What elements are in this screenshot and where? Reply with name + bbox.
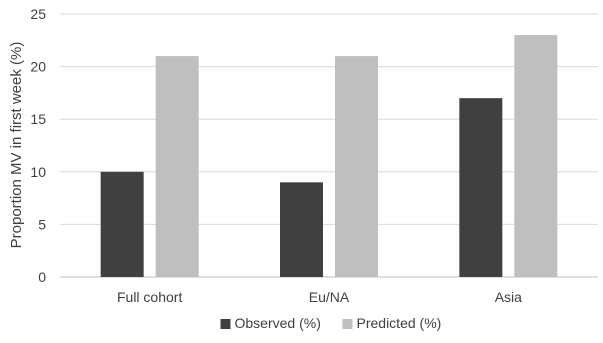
y-tick-label: 20 bbox=[30, 59, 46, 75]
y-axis-title: Proportion MV in first week (%) bbox=[8, 42, 25, 249]
legend-swatch-predicted bbox=[342, 319, 353, 329]
legend-label-observed: Observed (%) bbox=[235, 315, 321, 331]
bar-predicted bbox=[335, 56, 378, 277]
bar-predicted bbox=[155, 56, 199, 277]
bar-observed bbox=[100, 171, 144, 277]
legend-label-predicted: Predicted (%) bbox=[357, 315, 442, 331]
y-tick-label: 0 bbox=[38, 269, 46, 285]
y-tick-label: 25 bbox=[30, 6, 46, 22]
y-tick-labels: 0 5 10 15 20 25 bbox=[30, 6, 46, 285]
x-tick-label: Full cohort bbox=[117, 289, 182, 305]
bars bbox=[100, 35, 558, 277]
x-tick-label: Eu/NA bbox=[309, 289, 350, 305]
legend: Observed (%) Predicted (%) bbox=[220, 315, 442, 331]
bar-observed bbox=[280, 182, 323, 277]
x-tick-label: Asia bbox=[495, 289, 522, 305]
y-tick-label: 10 bbox=[30, 164, 46, 180]
y-tick-label: 15 bbox=[30, 111, 46, 127]
bar-predicted bbox=[514, 35, 558, 277]
legend-swatch-observed bbox=[220, 319, 231, 329]
gridlines bbox=[60, 13, 598, 278]
x-tick-labels: Full cohort Eu/NA Asia bbox=[117, 289, 522, 305]
bar-observed bbox=[459, 98, 503, 277]
y-tick-label: 5 bbox=[38, 216, 46, 232]
